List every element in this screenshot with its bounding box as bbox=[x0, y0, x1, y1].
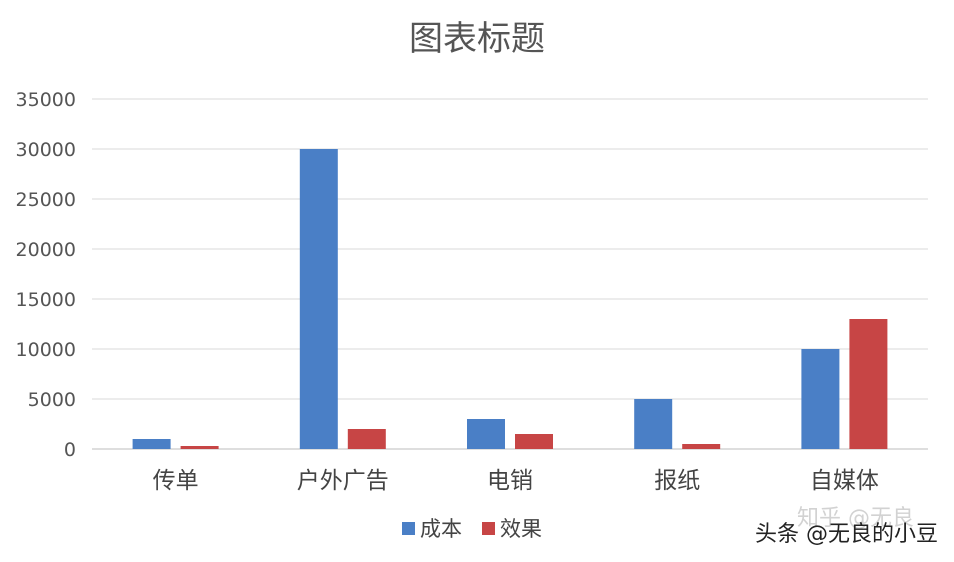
legend-label: 效果 bbox=[500, 517, 542, 541]
y-tick-label: 35000 bbox=[16, 89, 76, 111]
y-tick-label: 15000 bbox=[16, 289, 76, 311]
y-tick-label: 5000 bbox=[28, 389, 76, 411]
legend: 成本 效果 bbox=[402, 517, 542, 541]
x-axis: 传单 户外广告 电销 报纸 自媒体 bbox=[153, 468, 879, 494]
y-axis: 0 5000 10000 15000 20000 25000 30000 35000 bbox=[16, 89, 76, 461]
bar bbox=[515, 434, 553, 449]
x-tick-label: 报纸 bbox=[654, 468, 700, 494]
gridlines bbox=[92, 98, 928, 450]
bar bbox=[634, 399, 673, 449]
x-tick-label: 电销 bbox=[487, 468, 533, 494]
y-tick-label: 10000 bbox=[16, 339, 76, 361]
bar bbox=[682, 444, 721, 449]
bar bbox=[180, 446, 219, 449]
legend-swatch bbox=[482, 522, 495, 535]
y-tick-label: 0 bbox=[64, 439, 76, 461]
watermark: 头条 @无良的小豆 bbox=[755, 522, 938, 547]
bar bbox=[467, 419, 505, 449]
x-tick-label: 户外广告 bbox=[297, 468, 389, 494]
watermark-faint: 知乎 @无良 bbox=[797, 506, 914, 531]
bar bbox=[132, 439, 171, 449]
bars bbox=[132, 149, 888, 449]
chart-title: 图表标题 bbox=[409, 19, 545, 59]
y-tick-label: 25000 bbox=[16, 189, 76, 211]
bar bbox=[801, 349, 840, 449]
bar bbox=[299, 149, 338, 449]
y-tick-label: 30000 bbox=[16, 139, 76, 161]
legend-label: 成本 bbox=[420, 517, 462, 541]
x-tick-label: 自媒体 bbox=[810, 468, 879, 494]
bar bbox=[849, 319, 888, 449]
y-tick-label: 20000 bbox=[16, 239, 76, 261]
bar bbox=[347, 429, 386, 449]
legend-swatch bbox=[402, 522, 415, 535]
x-tick-label: 传单 bbox=[153, 468, 199, 494]
